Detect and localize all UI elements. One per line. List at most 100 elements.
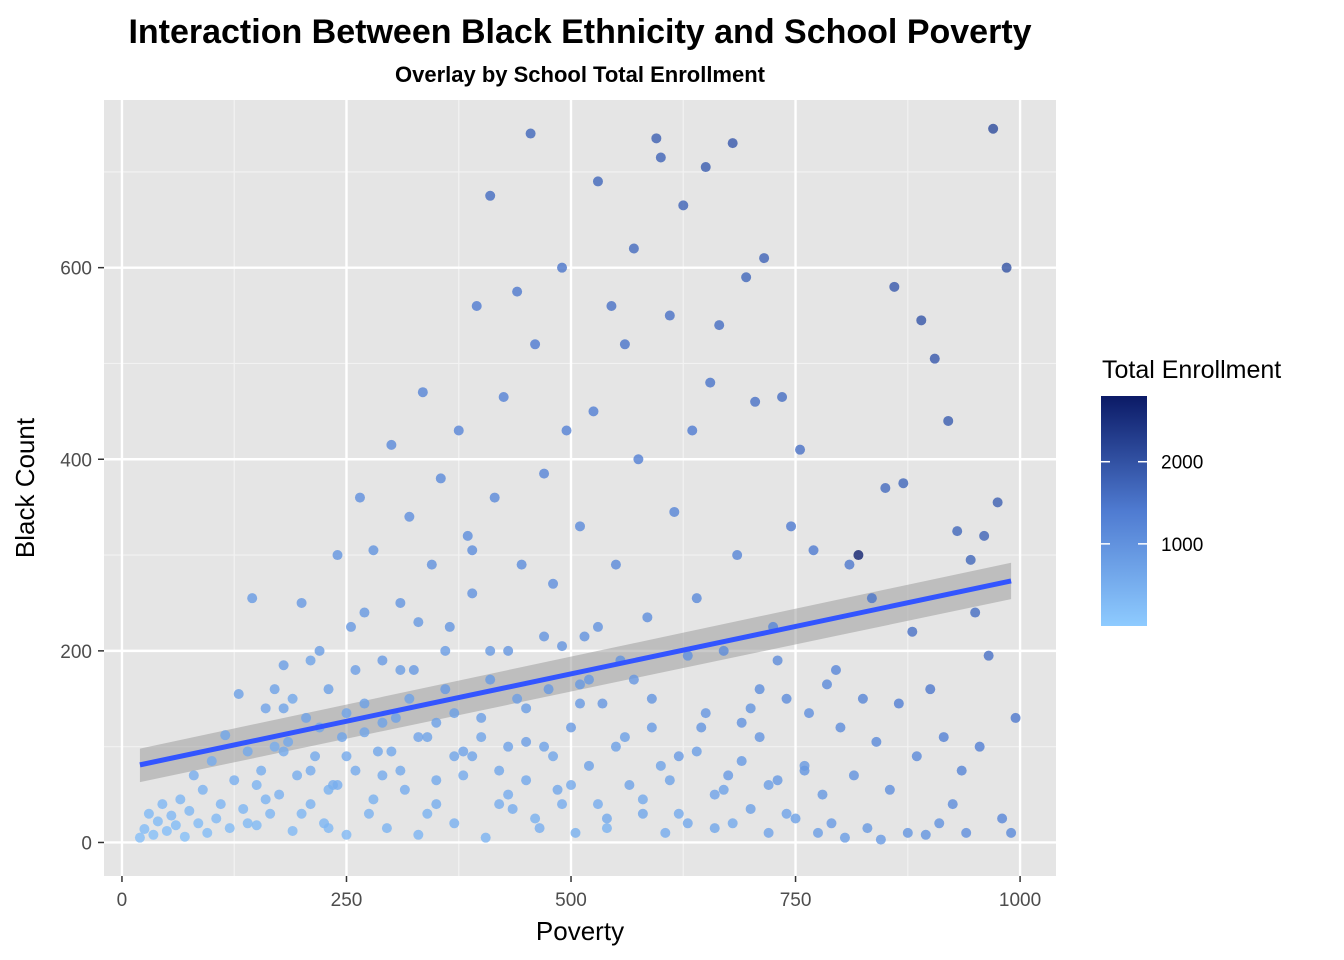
data-point [925, 684, 936, 695]
legend: Total Enrollment 1000 2000 [1101, 356, 1281, 626]
data-point [732, 550, 743, 561]
data-point [395, 765, 406, 776]
data-point [422, 808, 433, 819]
legend-title: Total Enrollment [1102, 356, 1281, 384]
data-point [673, 808, 684, 819]
data-point [637, 794, 648, 805]
legend-tick-label: 1000 [1161, 535, 1203, 556]
data-point [539, 468, 550, 479]
data-point [745, 803, 756, 814]
data-point [992, 497, 1003, 508]
data-point [539, 631, 550, 642]
data-point [548, 751, 559, 762]
data-point [871, 736, 882, 747]
data-point [170, 820, 181, 831]
data-point [691, 746, 702, 757]
data-point [592, 621, 603, 632]
x-tick-label: 750 [780, 890, 812, 911]
data-point [669, 506, 680, 517]
data-point [471, 300, 482, 311]
trend-line [139, 578, 1012, 768]
data-point [345, 621, 356, 632]
data-point [583, 760, 594, 771]
data-point [610, 559, 621, 570]
data-point [583, 674, 594, 685]
data-point [269, 684, 280, 695]
data-point [161, 825, 172, 836]
scatter-points [134, 123, 1021, 845]
data-point [256, 765, 267, 776]
y-axis-title: Black Count [10, 417, 40, 558]
data-point [458, 746, 469, 757]
data-point [907, 626, 918, 637]
data-point [359, 698, 370, 709]
data-point [714, 320, 725, 331]
data-point [952, 526, 963, 537]
data-point [323, 823, 334, 834]
data-point [557, 641, 568, 652]
data-point [265, 808, 276, 819]
data-point [916, 315, 927, 326]
data-point [875, 834, 886, 845]
data-point [377, 770, 388, 781]
data-point [224, 823, 235, 834]
data-point [166, 810, 177, 821]
data-point [202, 827, 213, 838]
data-point [341, 829, 352, 840]
data-point [516, 559, 527, 570]
data-point [152, 816, 163, 827]
data-point [804, 708, 815, 719]
y-tick-label: 600 [60, 259, 92, 280]
data-point [305, 765, 316, 776]
data-point [431, 799, 442, 810]
data-point [866, 593, 877, 604]
x-tick-label: 250 [331, 890, 363, 911]
data-point [988, 123, 999, 134]
data-point [323, 684, 334, 695]
data-point [763, 827, 774, 838]
data-point [323, 784, 334, 795]
data-point [503, 789, 514, 800]
data-point [741, 272, 752, 283]
data-point [534, 823, 545, 834]
data-point [552, 784, 563, 795]
data-point [642, 612, 653, 623]
data-point [709, 823, 720, 834]
data-point [498, 391, 509, 402]
data-point [597, 698, 608, 709]
data-point [965, 554, 976, 565]
data-point [404, 693, 415, 704]
data-point [691, 593, 702, 604]
data-point [857, 693, 868, 704]
data-point [983, 650, 994, 661]
data-point [579, 631, 590, 642]
data-point [179, 831, 190, 842]
data-point [305, 799, 316, 810]
data-point [997, 813, 1008, 824]
data-point [750, 396, 761, 407]
data-point [350, 665, 361, 676]
data-point [283, 736, 294, 747]
data-point [341, 751, 352, 762]
chart-subtitle: Overlay by School Total Enrollment [395, 62, 766, 87]
data-point [242, 746, 253, 757]
data-point [530, 813, 541, 824]
data-point [242, 818, 253, 829]
data-point [206, 756, 217, 767]
data-point [575, 521, 585, 532]
data-point [893, 698, 904, 709]
data-point [786, 521, 797, 532]
data-point [646, 722, 657, 733]
data-point [934, 818, 945, 829]
data-point [413, 617, 424, 628]
data-point [673, 751, 684, 762]
y-tick-label: 400 [60, 450, 92, 471]
data-point [476, 712, 487, 723]
data-point [566, 722, 577, 733]
data-point [754, 732, 765, 743]
data-point [143, 808, 154, 819]
data-point [826, 818, 837, 829]
data-point [664, 775, 675, 786]
y-tick-label: 0 [81, 833, 92, 854]
data-point [588, 406, 599, 417]
